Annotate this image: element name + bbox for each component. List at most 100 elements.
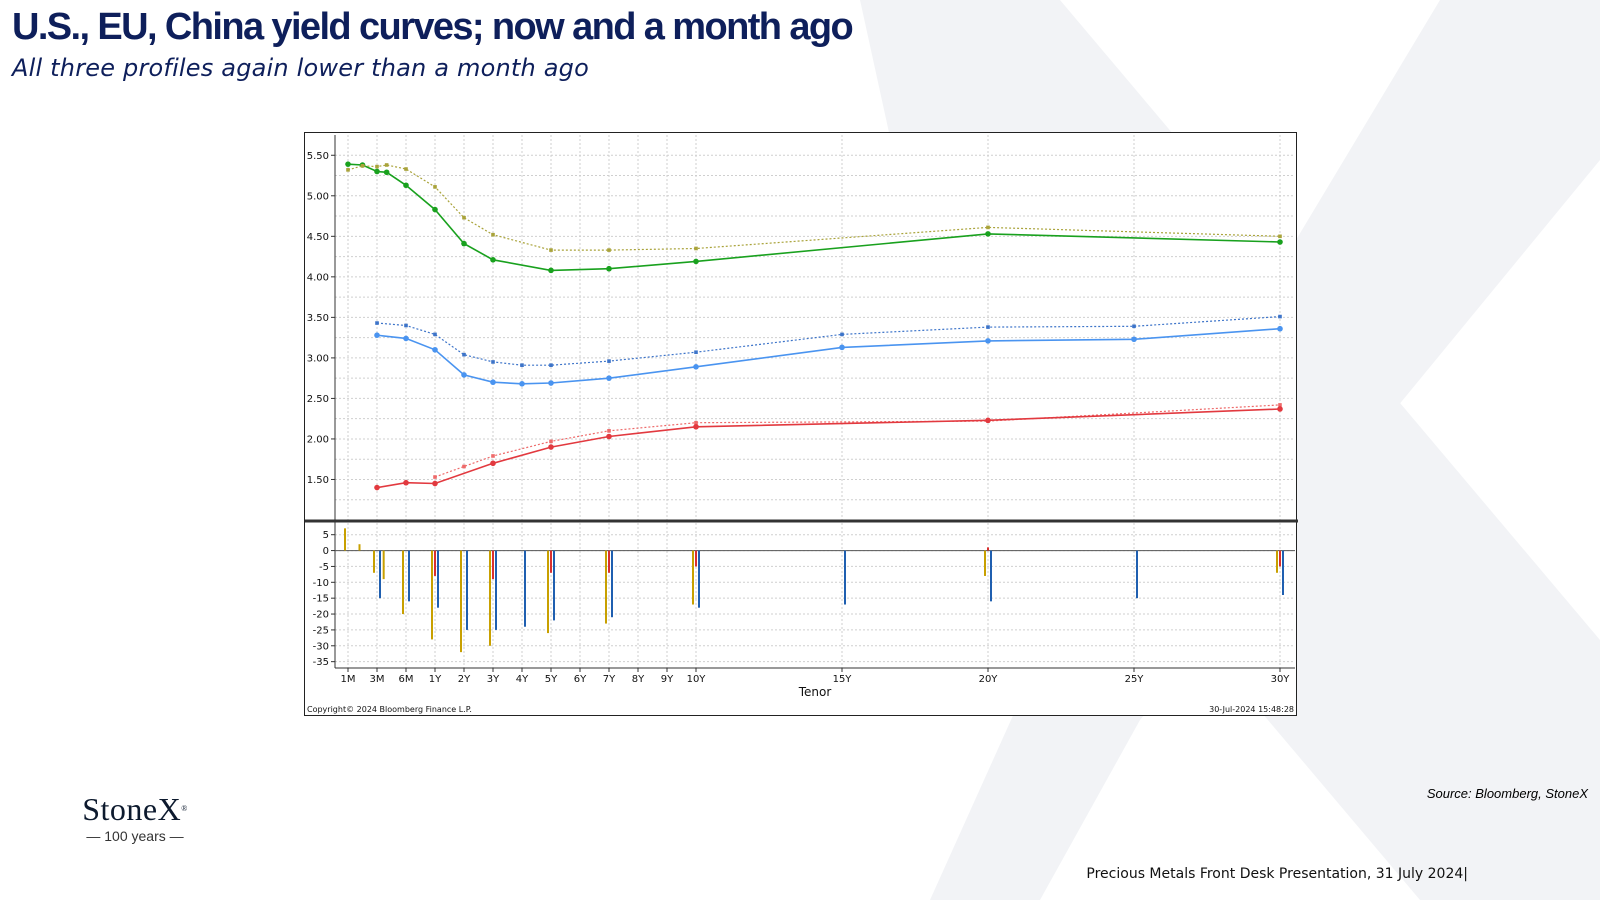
series-marker-china_now	[693, 423, 699, 430]
logo-wordmark: StoneX®	[82, 791, 188, 827]
series-marker-eu_month_ago	[433, 332, 437, 337]
y-tick-label: 4.50	[307, 232, 329, 243]
series-marker-eu_month_ago	[1132, 324, 1136, 329]
yield-curve-chart: 5.50 5.00 4.50 4.00 3.50 3.00 2.50 2.00 1.50 5 0 -5…	[304, 132, 1298, 716]
source-note: Source: Bloomberg, StoneX	[1426, 786, 1588, 801]
x-tick-label: 7Y	[603, 674, 616, 685]
series-marker-us_now	[548, 267, 554, 274]
series-marker-us_now	[374, 168, 380, 175]
y-tick-label: 2.00	[307, 434, 329, 445]
series-marker-china_now	[985, 417, 991, 424]
series-marker-eu_month_ago	[375, 321, 379, 325]
series-marker-china_now	[374, 484, 380, 491]
page-title: U.S., EU, China yield curves; now and a …	[12, 6, 854, 48]
series-marker-china_month_ago	[607, 429, 611, 433]
series-marker-eu_month_ago	[986, 325, 990, 329]
series-marker-eu_month_ago	[462, 352, 466, 357]
page-subtitle: All three profiles again lower than a mo…	[12, 54, 589, 82]
series-marker-us_month_ago	[1278, 234, 1282, 239]
series-marker-eu_now	[985, 338, 991, 344]
series-marker-china_month_ago	[491, 454, 495, 458]
x-tick-label: 2Y	[458, 674, 471, 685]
series-marker-china_now	[490, 460, 496, 467]
series-line-eu_now	[376, 327, 1281, 385]
series-marker-us_month_ago	[694, 246, 698, 251]
series-marker-eu_now	[1131, 336, 1137, 343]
series-marker-us_month_ago	[375, 164, 379, 169]
logo-tagline: — 100 years —	[86, 828, 184, 844]
series-marker-china_now	[606, 433, 612, 440]
series-marker-us_month_ago	[491, 232, 495, 237]
series-marker-eu_month_ago	[607, 359, 611, 363]
series-marker-us_month_ago	[433, 185, 437, 189]
series-marker-us_month_ago	[360, 164, 365, 168]
y-tick-label: 2.50	[307, 394, 329, 405]
series-marker-us_month_ago	[607, 248, 611, 252]
series-marker-eu_month_ago	[404, 323, 408, 328]
series-marker-china_month_ago	[1278, 403, 1282, 407]
series-marker-china_month_ago	[549, 439, 553, 444]
stonex-logo: StoneX® — 100 years —	[70, 792, 200, 844]
x-tick-label: 1M	[341, 674, 356, 685]
series-marker-eu_now	[519, 381, 525, 387]
y-tick-label: 3.50	[307, 313, 329, 324]
series-marker-china_now	[548, 444, 554, 450]
series-marker-us_now	[461, 240, 467, 247]
series-marker-eu_month_ago	[520, 363, 524, 367]
yield-curve-svg: 5.50 5.00 4.50 4.00 3.50 3.00 2.50 2.00 1.50 5 0 -5…	[305, 135, 1298, 714]
x-tick-label: 15Y	[833, 674, 853, 685]
x-tick-label: 4Y	[516, 674, 529, 685]
series-marker-china_month_ago	[462, 464, 466, 469]
series-marker-us_now	[403, 182, 409, 189]
series-marker-us_now	[383, 169, 390, 176]
lower-y-tick-label: -25	[313, 625, 329, 636]
x-tick-label: 10Y	[687, 674, 707, 685]
series-marker-eu_now	[490, 379, 496, 386]
lower-y-tick-label: 5	[323, 530, 329, 541]
series-marker-us_now	[432, 206, 438, 213]
series-marker-us_month_ago	[986, 225, 990, 230]
series-marker-china_month_ago	[433, 475, 437, 479]
x-tick-label: 9Y	[661, 674, 674, 685]
lower-y-tick-label: -5	[319, 562, 329, 573]
lower-y-tick-label: -10	[313, 578, 329, 589]
series-marker-eu_now	[548, 380, 554, 386]
presentation-footer: Precious Metals Front Desk Presentation,…	[1086, 866, 1468, 882]
series-marker-us_month_ago	[462, 215, 466, 220]
series-marker-us_now	[490, 257, 496, 263]
series-marker-us_month_ago	[404, 167, 408, 171]
series-marker-eu_month_ago	[549, 363, 553, 367]
x-tick-label: 3Y	[487, 674, 500, 685]
series-marker-us_now	[693, 258, 699, 265]
series-marker-us_month_ago	[384, 163, 389, 167]
series-marker-eu_now	[839, 344, 845, 351]
x-tick-label: 20Y	[979, 674, 999, 685]
series-marker-eu_now	[1277, 325, 1283, 332]
series-marker-eu_now	[461, 372, 467, 378]
series-marker-china_now	[432, 480, 438, 487]
x-axis-title: Tenor	[798, 685, 832, 699]
series-marker-china_now	[403, 479, 409, 486]
series-marker-eu_month_ago	[491, 360, 495, 364]
x-tick-label: 8Y	[632, 674, 645, 685]
y-tick-label: 1.50	[307, 475, 329, 486]
series-marker-eu_month_ago	[840, 332, 844, 337]
copyright-note: Copyright© 2024 Bloomberg Finance L.P.	[307, 705, 472, 714]
series-line-china_now	[376, 408, 1281, 489]
x-tick-label: 1Y	[429, 674, 442, 685]
series-marker-eu_month_ago	[694, 350, 698, 355]
series-marker-eu_now	[403, 335, 409, 342]
series-marker-china_month_ago	[694, 420, 698, 425]
series-marker-china_now	[1277, 406, 1283, 412]
series-marker-eu_now	[693, 364, 699, 370]
series-marker-eu_now	[606, 375, 612, 381]
x-tick-label: 6Y	[574, 674, 587, 685]
series-marker-eu_now	[374, 332, 380, 338]
lower-y-tick-label: -15	[313, 594, 329, 605]
x-tick-label: 30Y	[1271, 674, 1291, 685]
series-marker-us_month_ago	[549, 248, 553, 252]
x-tick-label: 5Y	[545, 674, 558, 685]
timestamp-note: 30-Jul-2024 15:48:28	[1209, 705, 1294, 714]
lower-y-tick-label: 0	[323, 546, 329, 557]
series-marker-us_month_ago	[346, 168, 350, 172]
